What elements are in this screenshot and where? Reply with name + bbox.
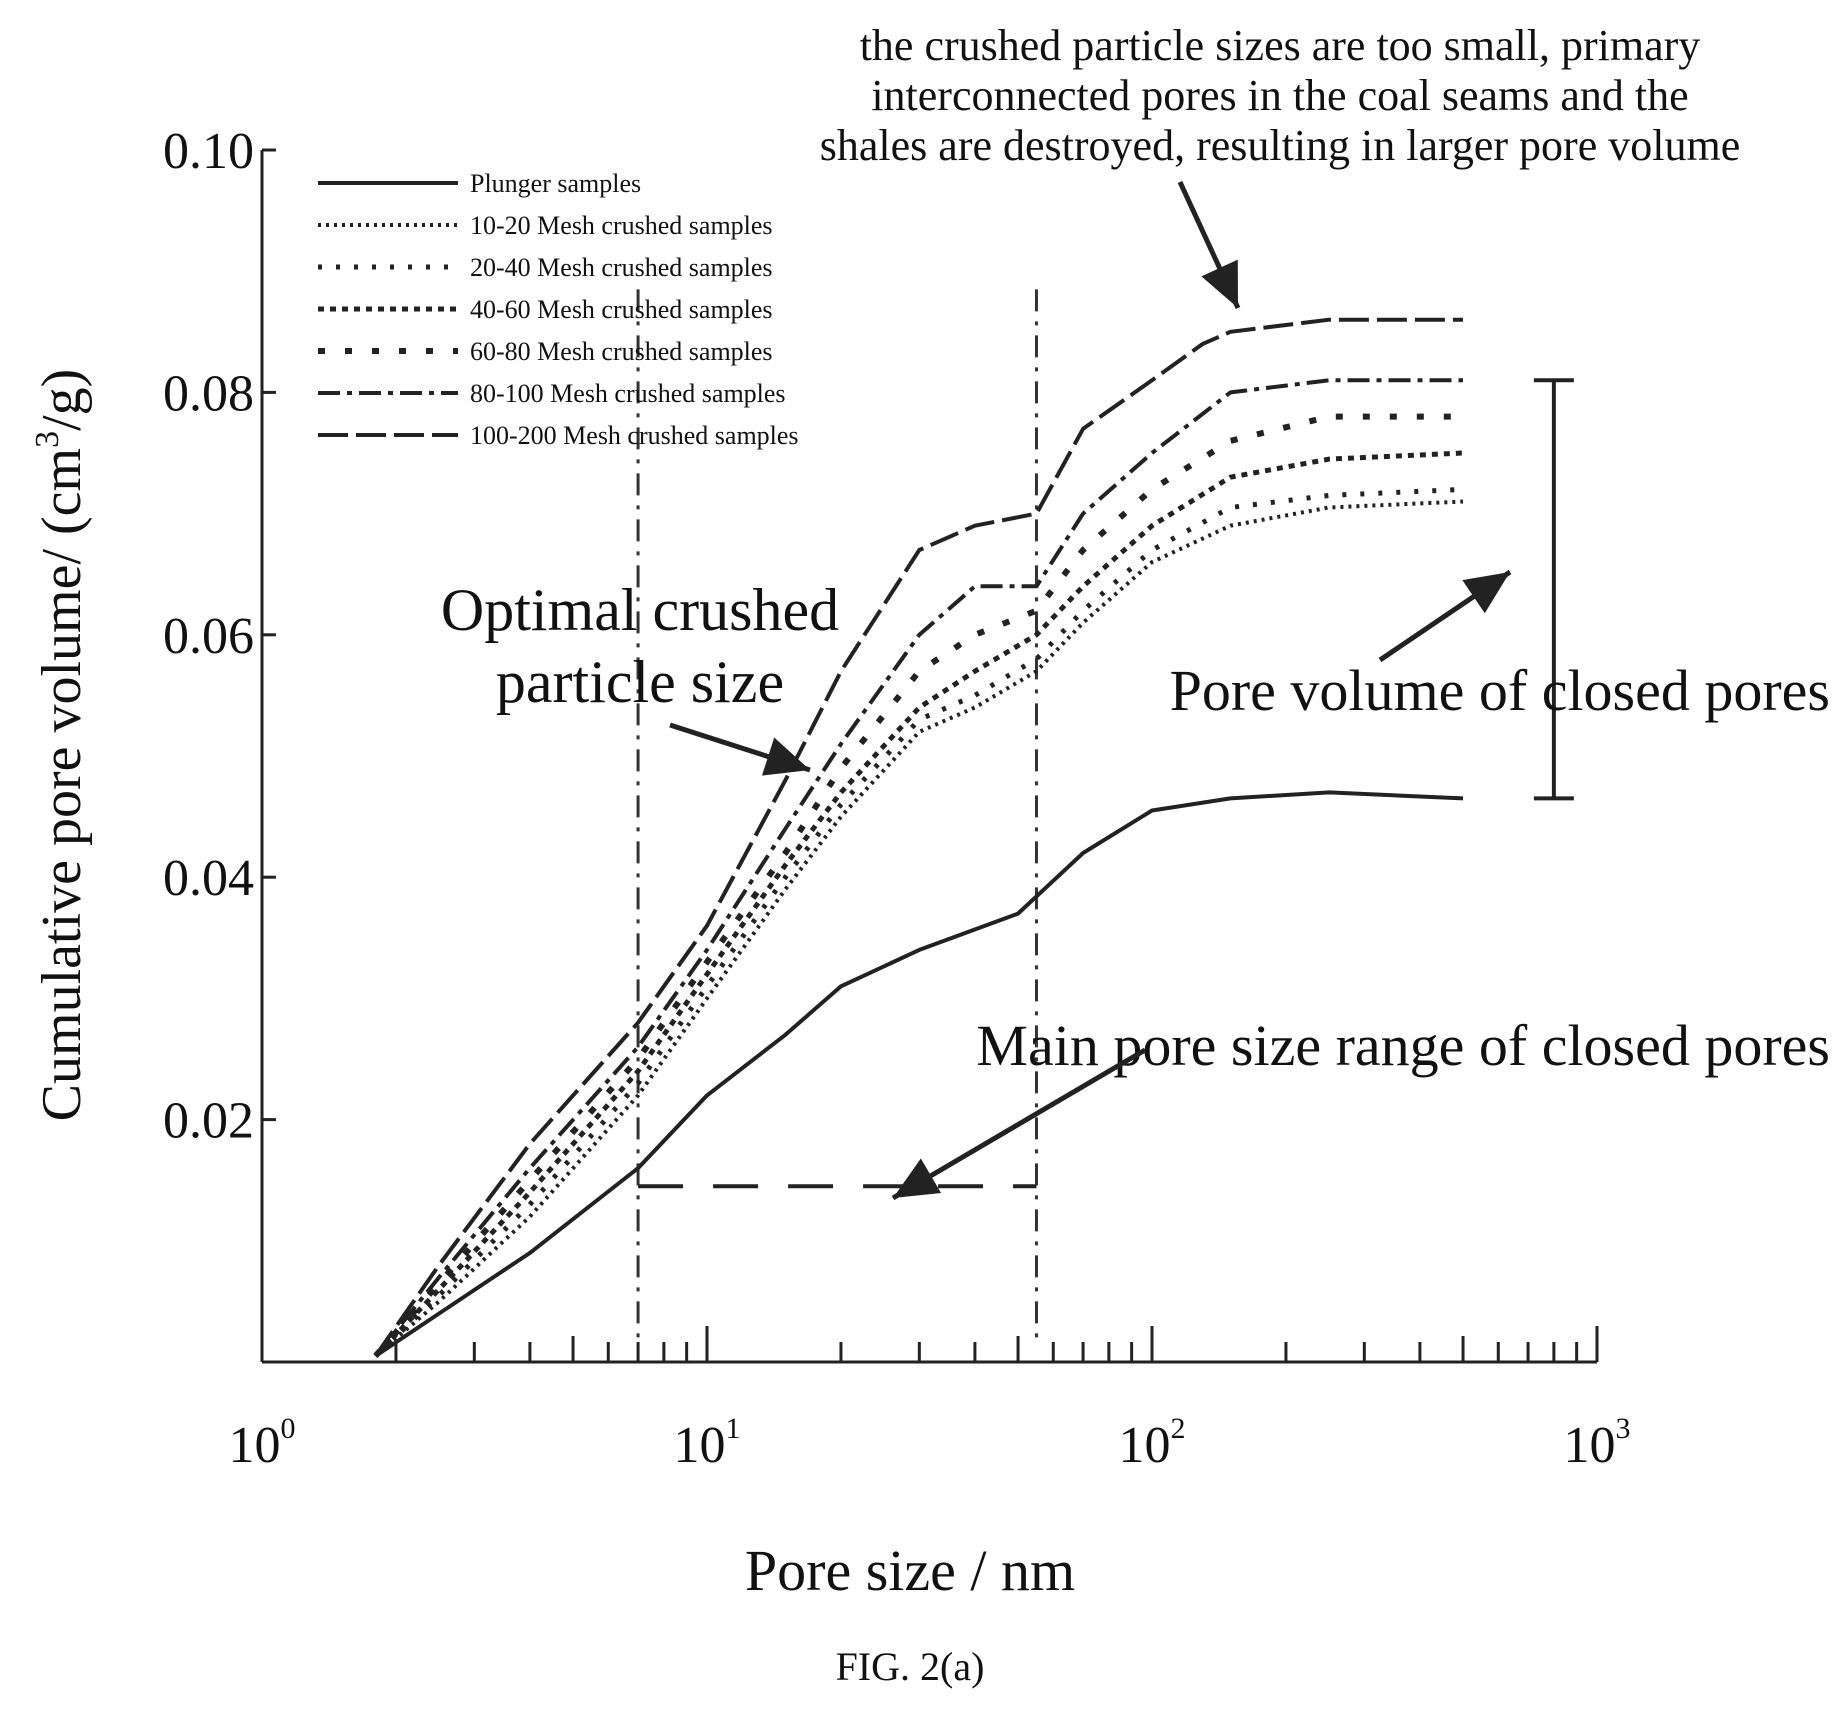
series-line-4: [373, 413, 1463, 1358]
series-line-0: [374, 790, 1464, 1358]
annotation-top-line: shales are destroyed, resulting in large…: [820, 121, 1740, 170]
series-group: [373, 317, 1464, 1358]
x-axis-label: Pore size / nm: [745, 1538, 1075, 1603]
y-tick-label: 0.10: [163, 123, 254, 180]
arrow-top-annotation: [1177, 180, 1241, 310]
legend-label-3: 40-60 Mesh crushed samples: [470, 295, 773, 324]
x-tick-base: 10: [674, 1417, 726, 1474]
y-tick-label: 0.08: [163, 365, 254, 422]
arrow-head: [761, 737, 810, 776]
x-tick-exp: 1: [726, 1412, 741, 1445]
x-tick-base: 10: [1564, 1417, 1616, 1474]
annotations: the crushed particle sizes are too small…: [441, 21, 1830, 1201]
x-tick-label: 102: [1119, 1412, 1186, 1474]
y-tick-label: 0.02: [163, 1093, 254, 1150]
arrow-head: [893, 1158, 942, 1198]
legend-label-1: 10-20 Mesh crushed samples: [470, 211, 773, 240]
series-line-6: [373, 317, 1463, 1358]
figure-caption: FIG. 2(a): [836, 1644, 985, 1689]
arrow-head: [1201, 259, 1238, 308]
x-tick-exp: 2: [1171, 1412, 1186, 1445]
annotation-top-line: the crushed particle sizes are too small…: [860, 21, 1701, 70]
legend-label-6: 100-200 Mesh crushed samples: [470, 421, 799, 450]
x-tick-label: 101: [674, 1412, 741, 1474]
x-tick-exp: 3: [1616, 1412, 1631, 1445]
x-tick-exp: 0: [281, 1412, 296, 1445]
axis-labels: Pore size / nm Cumulative pore volume/ (…: [29, 369, 1075, 1689]
legend-label-4: 60-80 Mesh crushed samples: [470, 337, 773, 366]
arrow-closed-volume: [1378, 569, 1512, 663]
legend: Plunger samples 10-20 Mesh crushed sample…: [318, 169, 799, 450]
annotation-optimal-line: Optimal crushed: [441, 577, 839, 643]
y-tick-label: 0.06: [163, 608, 254, 665]
y-axis-label-main: Cumulative pore volume/ (cm: [31, 448, 93, 1121]
annotation-top-line: interconnected pores in the coal seams a…: [871, 71, 1688, 120]
legend-label-0: Plunger samples: [470, 169, 641, 198]
y-axis-label-sup: 3: [29, 431, 66, 448]
arrow-shaft: [891, 1047, 1147, 1201]
x-tick-label: 100: [229, 1412, 296, 1474]
arrow-head: [1462, 572, 1510, 614]
annotation-closed-range: Main pore size range of closed pores: [976, 1013, 1830, 1078]
y-axis-label-tail: /g): [31, 369, 93, 431]
x-tick-base: 10: [1119, 1417, 1171, 1474]
x-tick-label: 103: [1564, 1412, 1631, 1474]
annotation-optimal-line: particle size: [496, 649, 784, 715]
series-line-2: [373, 486, 1464, 1358]
series-line-3: [373, 450, 1464, 1358]
arrow-closed-range: [891, 1047, 1147, 1201]
arrow-optimal: [669, 722, 811, 776]
legend-label-2: 20-40 Mesh crushed samples: [470, 253, 773, 282]
annotation-closed-volume: Pore volume of closed pores: [1170, 658, 1830, 723]
legend-label-5: 80-100 Mesh crushed samples: [470, 379, 786, 408]
y-axis-label: Cumulative pore volume/ (cm3/g): [29, 369, 93, 1122]
y-tick-label: 0.04: [163, 850, 254, 907]
x-tick-base: 10: [229, 1417, 281, 1474]
series-line-5: [374, 378, 1463, 1358]
